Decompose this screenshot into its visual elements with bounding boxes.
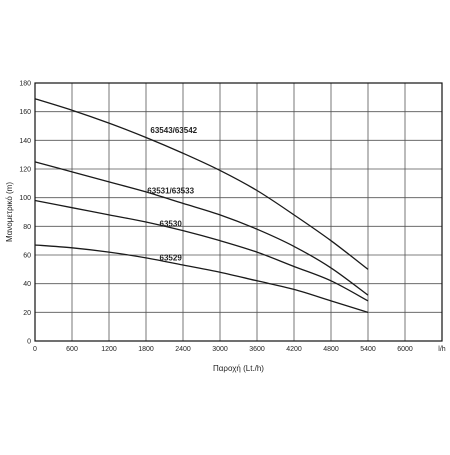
y-tick-label: 120 <box>19 167 31 174</box>
series-line-63529 <box>34 244 369 313</box>
x-axis-title: Παροχή (Lt./h) <box>213 364 264 373</box>
y-tick-label: 80 <box>23 224 31 231</box>
x-tick-label: 6000 <box>397 346 413 353</box>
series-line-63531-63533 <box>34 161 369 296</box>
series-label: 63530 <box>160 219 183 228</box>
y-tick-label: 180 <box>19 81 31 88</box>
plot-area <box>35 83 442 341</box>
x-tick-label: 0 <box>33 346 37 353</box>
x-unit-label: l/h <box>438 346 446 353</box>
x-tick-label: 3600 <box>249 346 265 353</box>
y-tick-label: 60 <box>23 253 31 260</box>
y-tick-label: 160 <box>19 109 31 116</box>
x-tick-label: 600 <box>66 346 78 353</box>
series-label: 63531/63533 <box>147 186 194 195</box>
y-tick-label: 0 <box>27 339 31 346</box>
x-tick-label: 4800 <box>323 346 339 353</box>
x-tick-label: 5400 <box>360 346 376 353</box>
x-tick-label: 2400 <box>175 346 191 353</box>
y-axis-title: Μανομετρικό (m) <box>5 182 14 242</box>
y-tick-label: 40 <box>23 281 31 288</box>
x-tick-label: 4200 <box>286 346 302 353</box>
series-line-63530 <box>34 199 369 302</box>
y-tick-label: 20 <box>23 310 31 317</box>
plot-frame <box>34 82 443 342</box>
x-tick-label: 1800 <box>138 346 154 353</box>
y-tick-label: 100 <box>19 195 31 202</box>
series-line-63543-63542 <box>34 98 369 270</box>
x-tick-label: 1200 <box>101 346 117 353</box>
y-tick-label: 140 <box>19 138 31 145</box>
x-tick-label: 3000 <box>212 346 228 353</box>
series-label: 63543/63542 <box>150 126 197 135</box>
series-label: 63529 <box>160 254 183 263</box>
